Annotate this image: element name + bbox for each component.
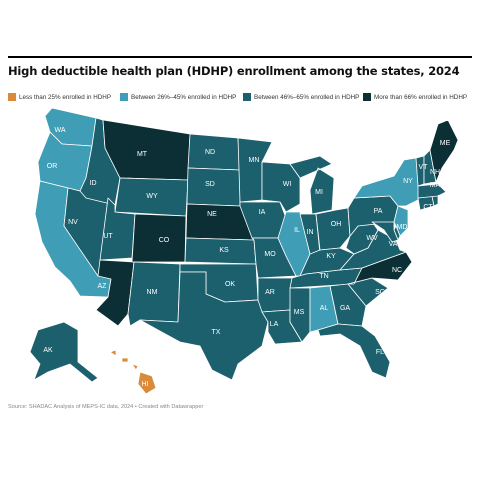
label-OH: OH (331, 221, 342, 228)
legend-swatch-26-45 (120, 93, 128, 101)
legend-item-46-65: Between 46%–65% enrolled in HDHP (243, 93, 359, 101)
label-AR: AR (265, 289, 275, 296)
legend-item-lt25: Less than 25% enrolled in HDHP (8, 93, 111, 101)
label-CT: CT (423, 204, 433, 211)
label-WA: WA (54, 127, 65, 134)
label-CA: CA (35, 243, 45, 250)
state-TX[interactable] (139, 271, 269, 381)
label-ND: ND (205, 149, 215, 156)
legend-swatch-gt66 (363, 93, 371, 101)
legend-item-26-45: Between 26%–45% enrolled in HDHP (120, 93, 236, 101)
legend-swatch-lt25 (8, 93, 16, 101)
label-HI: HI (142, 381, 149, 388)
state-MD[interactable] (371, 221, 399, 243)
label-MT: MT (137, 151, 148, 158)
state-NC[interactable] (347, 251, 413, 285)
legend-item-gt66: More than 66% enrolled in HDHP (363, 93, 467, 101)
footer-source: Source: SHADAC Analysis of MEPS-IC data,… (8, 404, 204, 410)
label-OK: OK (225, 281, 235, 288)
state-HI[interactable] (109, 349, 157, 395)
label-VT: VT (419, 164, 429, 171)
label-MD: MD (397, 224, 408, 231)
state-ME[interactable] (429, 119, 459, 183)
label-UT: UT (103, 233, 113, 240)
label-WI: WI (283, 181, 292, 188)
title-rule (8, 56, 472, 58)
state-FL[interactable] (317, 323, 391, 379)
label-FL: FL (376, 349, 384, 356)
label-AK: AK (43, 347, 53, 354)
label-IL: IL (294, 227, 300, 234)
label-ID: ID (90, 180, 97, 187)
label-NE: NE (207, 211, 217, 218)
label-RI: RI (438, 195, 445, 202)
label-NH: NH (430, 169, 440, 176)
label-PA: PA (374, 208, 383, 215)
label-NC: NC (392, 267, 402, 274)
label-ME: ME (440, 140, 451, 147)
label-MN: MN (249, 157, 260, 164)
label-NM: NM (147, 289, 158, 296)
label-SD: SD (205, 181, 215, 188)
state-labels: WA OR CA NV ID MT WY UT AZ CO NM ND SD N… (35, 127, 450, 388)
label-DE: DE (415, 231, 425, 238)
legend-label-26-45: Between 26%–45% enrolled in HDHP (131, 93, 237, 101)
label-MI: MI (315, 189, 323, 196)
map-title: High deductible health plan (HDHP) enrol… (8, 64, 460, 78)
label-SC: SC (375, 289, 385, 296)
legend-label-46-65: Between 46%–65% enrolled in HDHP (254, 93, 360, 101)
legend-swatch-46-65 (243, 93, 251, 101)
label-WY: WY (146, 193, 158, 200)
label-MA: MA (430, 182, 441, 189)
label-MO: MO (264, 251, 276, 258)
label-NV: NV (68, 219, 78, 226)
state-GA[interactable] (329, 283, 367, 327)
label-AZ: AZ (98, 283, 108, 290)
label-NY: NY (403, 178, 413, 185)
label-IN: IN (307, 229, 314, 236)
label-VA: VA (389, 241, 398, 248)
label-AL: AL (320, 305, 329, 312)
label-TN: TN (319, 273, 328, 280)
state-OH[interactable] (315, 207, 351, 251)
state-MA[interactable] (417, 183, 447, 199)
label-LA: LA (270, 321, 279, 328)
label-NJ: NJ (416, 215, 425, 222)
legend-label-lt25: Less than 25% enrolled in HDHP (19, 93, 112, 101)
label-TX: TX (212, 329, 221, 336)
state-AK[interactable] (29, 321, 99, 383)
label-KS: KS (219, 247, 229, 254)
legend: Less than 25% enrolled in HDHP Between 2… (8, 93, 474, 105)
label-GA: GA (340, 305, 350, 312)
label-WV: WV (366, 235, 378, 242)
state-AR[interactable] (257, 277, 293, 313)
legend-label-gt66: More than 66% enrolled in HDHP (374, 93, 468, 101)
label-IA: IA (259, 209, 266, 216)
label-MS: MS (294, 309, 305, 316)
state-MS[interactable] (289, 287, 311, 343)
state-MI[interactable] (289, 155, 335, 215)
label-OR: OR (47, 163, 58, 170)
label-CO: CO (159, 237, 170, 244)
label-KY: KY (326, 253, 336, 260)
